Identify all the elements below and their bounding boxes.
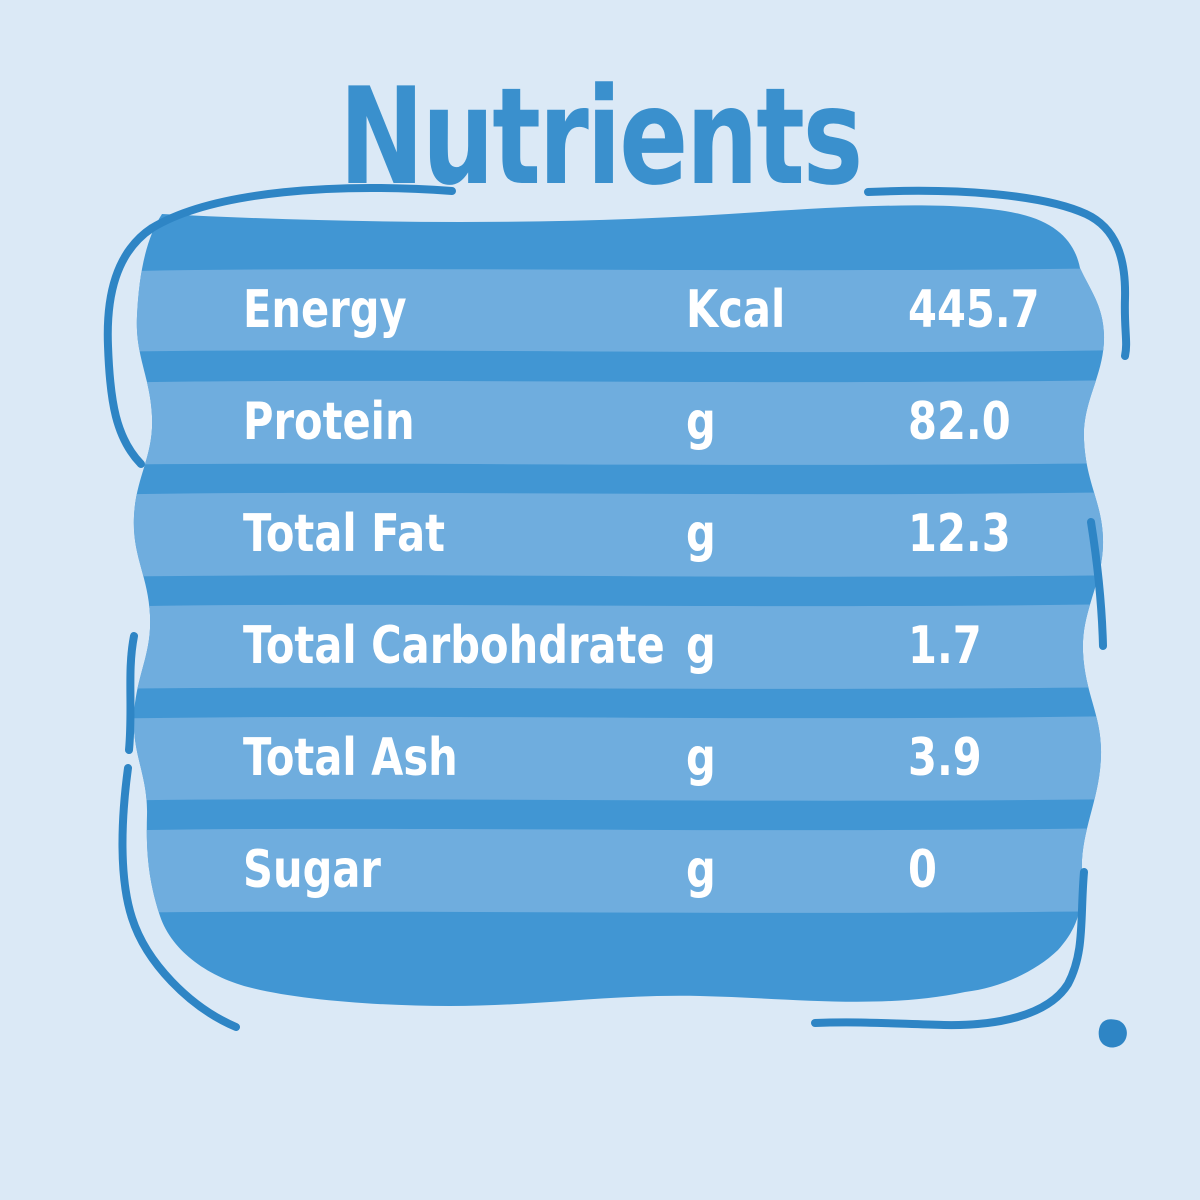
- nutrient-label: Total Carbohdrate: [243, 616, 665, 676]
- nutrient-label: Total Fat: [243, 504, 446, 564]
- nutrient-label: Energy: [243, 280, 407, 340]
- nutrient-value: 0: [908, 840, 937, 900]
- nutrient-value: 445.7: [908, 280, 1040, 340]
- ink-dot: [1098, 1019, 1127, 1048]
- row-stripes: [133, 268, 1105, 913]
- nutrient-label: Total Ash: [243, 728, 458, 788]
- nutrient-unit: Kcal: [686, 280, 786, 340]
- table-row: Energy Kcal 445.7: [0, 268, 1200, 352]
- nutrient-value: 12.3: [908, 504, 1011, 564]
- table-row: Total Fat g 12.3: [0, 492, 1200, 576]
- nutrient-value: 3.9: [908, 728, 982, 788]
- nutrient-unit: g: [686, 616, 716, 676]
- table-row: Sugar g 0: [0, 828, 1200, 912]
- table-row: Protein g 82.0: [0, 380, 1200, 464]
- nutrient-unit: g: [686, 392, 716, 452]
- nutrient-unit: g: [686, 504, 716, 564]
- nutrient-label: Protein: [243, 392, 415, 452]
- nutrient-label: Sugar: [243, 840, 381, 900]
- hand-drawn-frame-strokes: [103, 184, 1131, 1048]
- nutrient-unit: g: [686, 840, 716, 900]
- table-row: Total Ash g 3.9: [0, 716, 1200, 800]
- nutrient-value: 1.7: [908, 616, 982, 676]
- table-row: Total Carbohdrate g 1.7: [0, 604, 1200, 688]
- nutrient-value: 82.0: [908, 392, 1011, 452]
- nutrient-unit: g: [686, 728, 716, 788]
- page-title: Nutrients: [339, 59, 863, 215]
